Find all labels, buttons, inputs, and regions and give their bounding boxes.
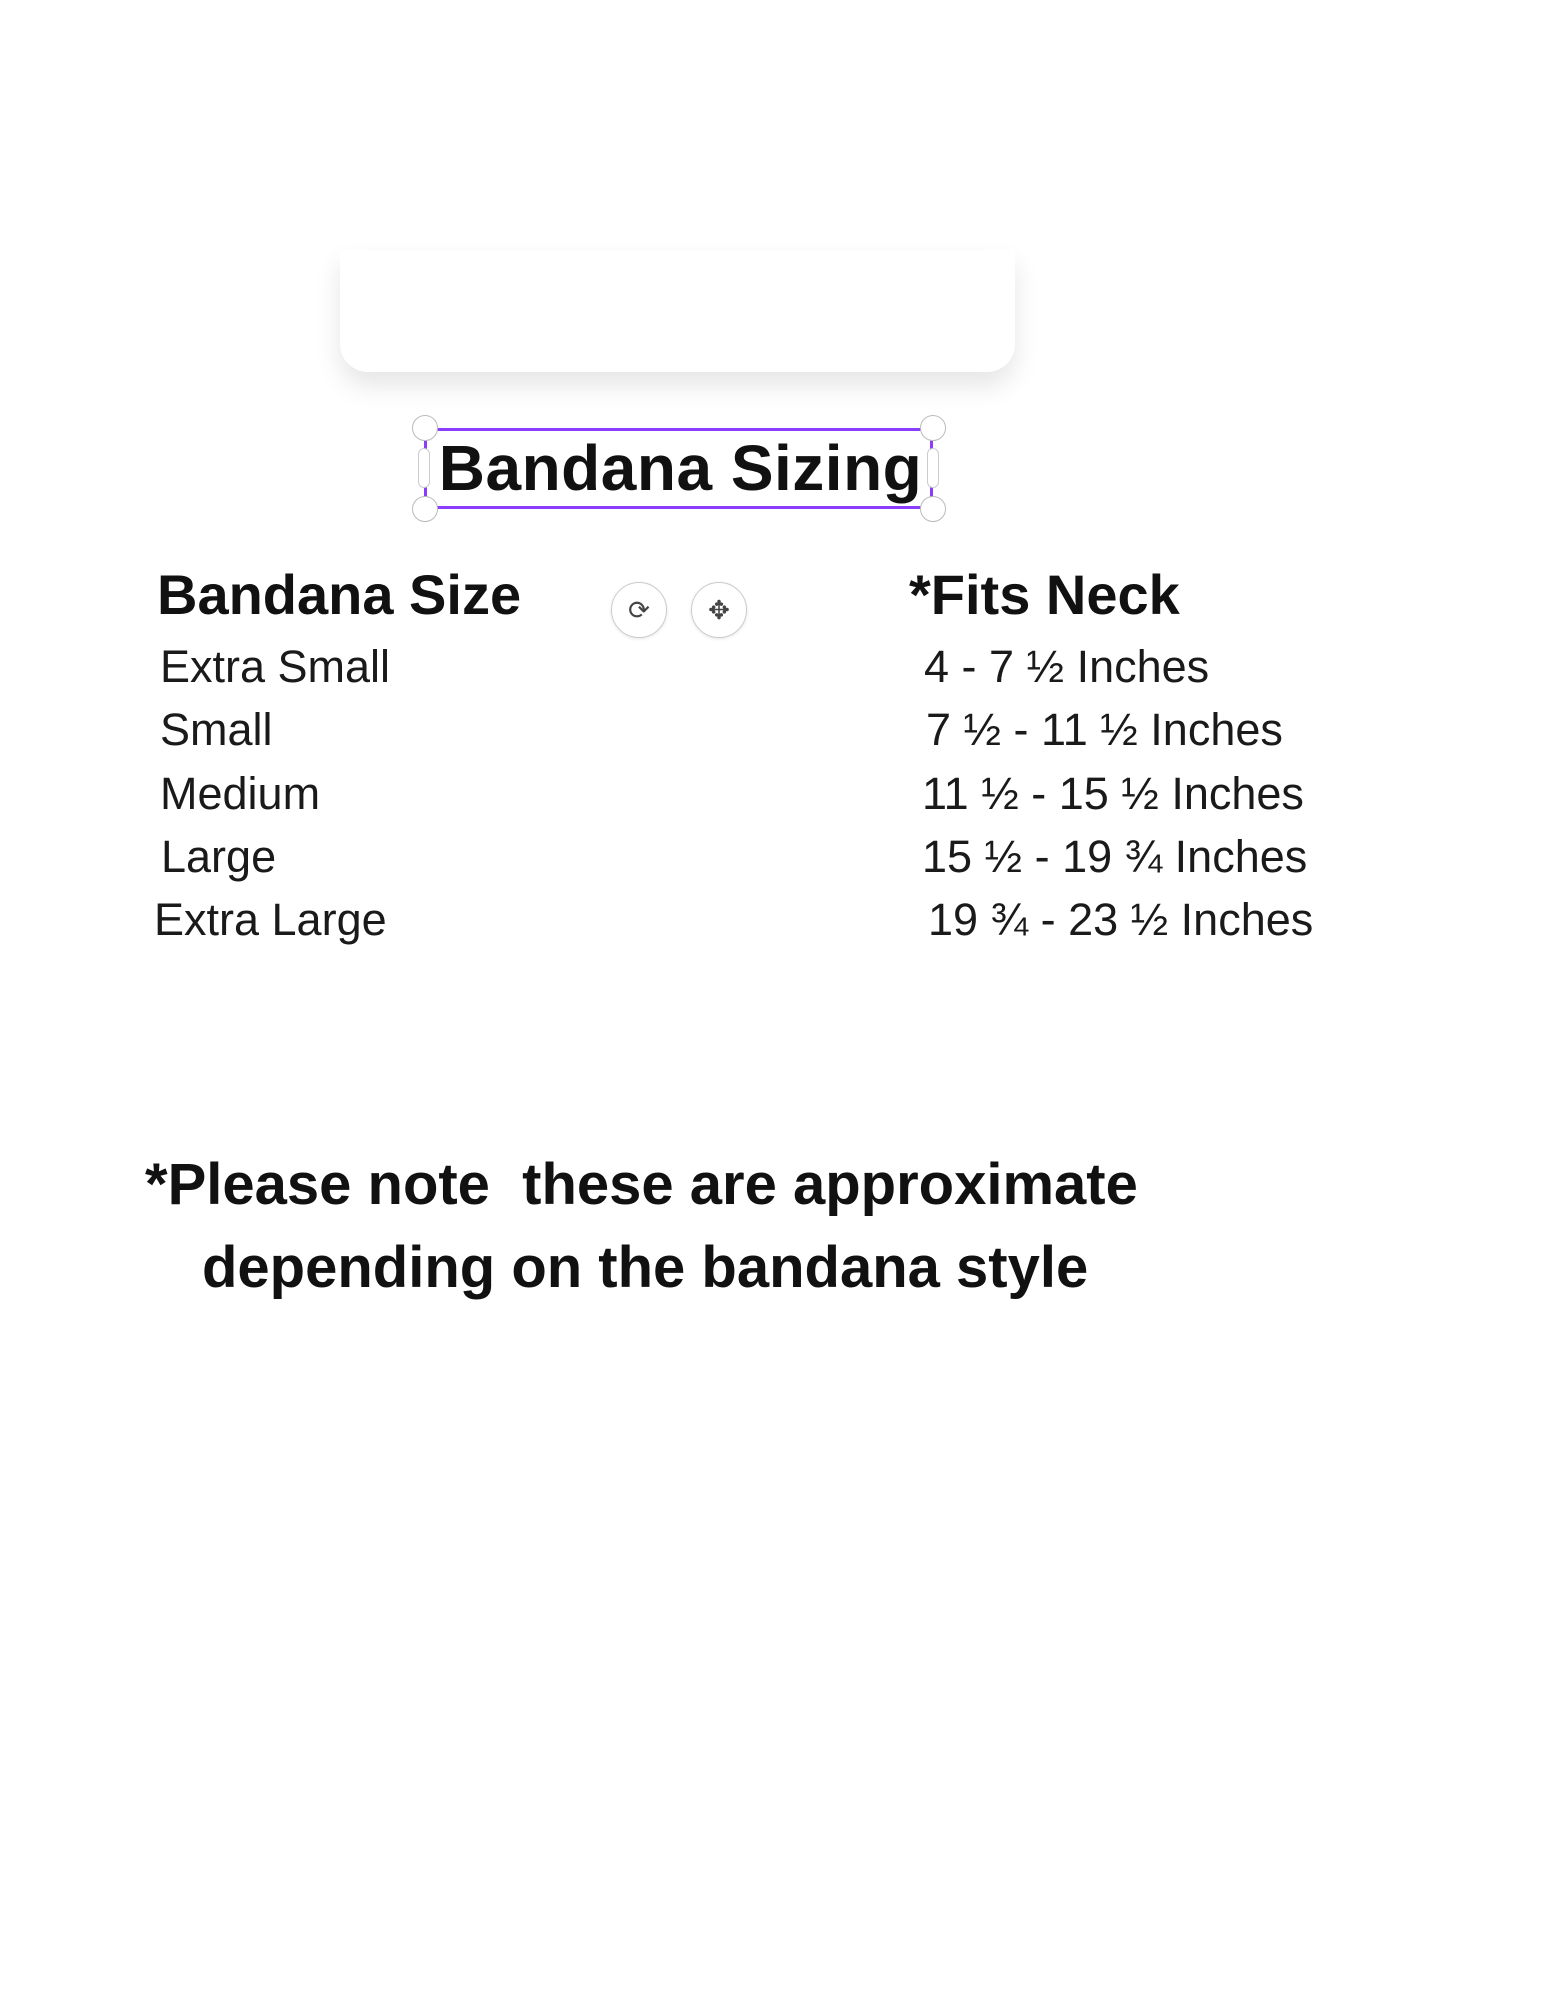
- size-cell: Extra Small: [160, 641, 391, 692]
- floating-toolbar: [340, 250, 1015, 372]
- size-cell: Extra Large: [154, 894, 387, 945]
- note-line-1: *Please note these are approximate: [145, 1152, 1138, 1217]
- fit-cell: 7 ½ - 11 ½ Inches: [926, 704, 1283, 755]
- rotate-button[interactable]: ⟳: [611, 582, 667, 638]
- move-button[interactable]: ✥: [691, 582, 747, 638]
- size-cell: Medium: [160, 768, 321, 819]
- resize-handle-bottom-left[interactable]: [412, 496, 438, 522]
- resize-handle-top-left[interactable]: [412, 415, 438, 441]
- header-fits-neck: *Fits Neck: [909, 563, 1180, 626]
- size-cell: Large: [161, 831, 277, 882]
- move-icon: ✥: [708, 594, 730, 625]
- resize-handle-bottom-right[interactable]: [920, 496, 946, 522]
- fit-cell: 4 - 7 ½ Inches: [924, 641, 1210, 692]
- fit-cell: 11 ½ - 15 ½ Inches: [922, 768, 1304, 819]
- resize-handle-top-right[interactable]: [920, 415, 946, 441]
- rotate-icon: ⟳: [628, 594, 650, 625]
- page-title[interactable]: Bandana Sizing: [438, 432, 923, 504]
- resize-handle-left[interactable]: [418, 448, 430, 488]
- fit-cell: 15 ½ - 19 ¾ Inches: [922, 831, 1308, 882]
- note-line-2: depending on the bandana style: [202, 1235, 1089, 1300]
- size-cell: Small: [160, 704, 273, 755]
- fit-cell: 19 ¾ - 23 ½ Inches: [928, 894, 1314, 945]
- header-bandana-size: Bandana Size: [157, 563, 522, 626]
- resize-handle-right[interactable]: [927, 448, 939, 488]
